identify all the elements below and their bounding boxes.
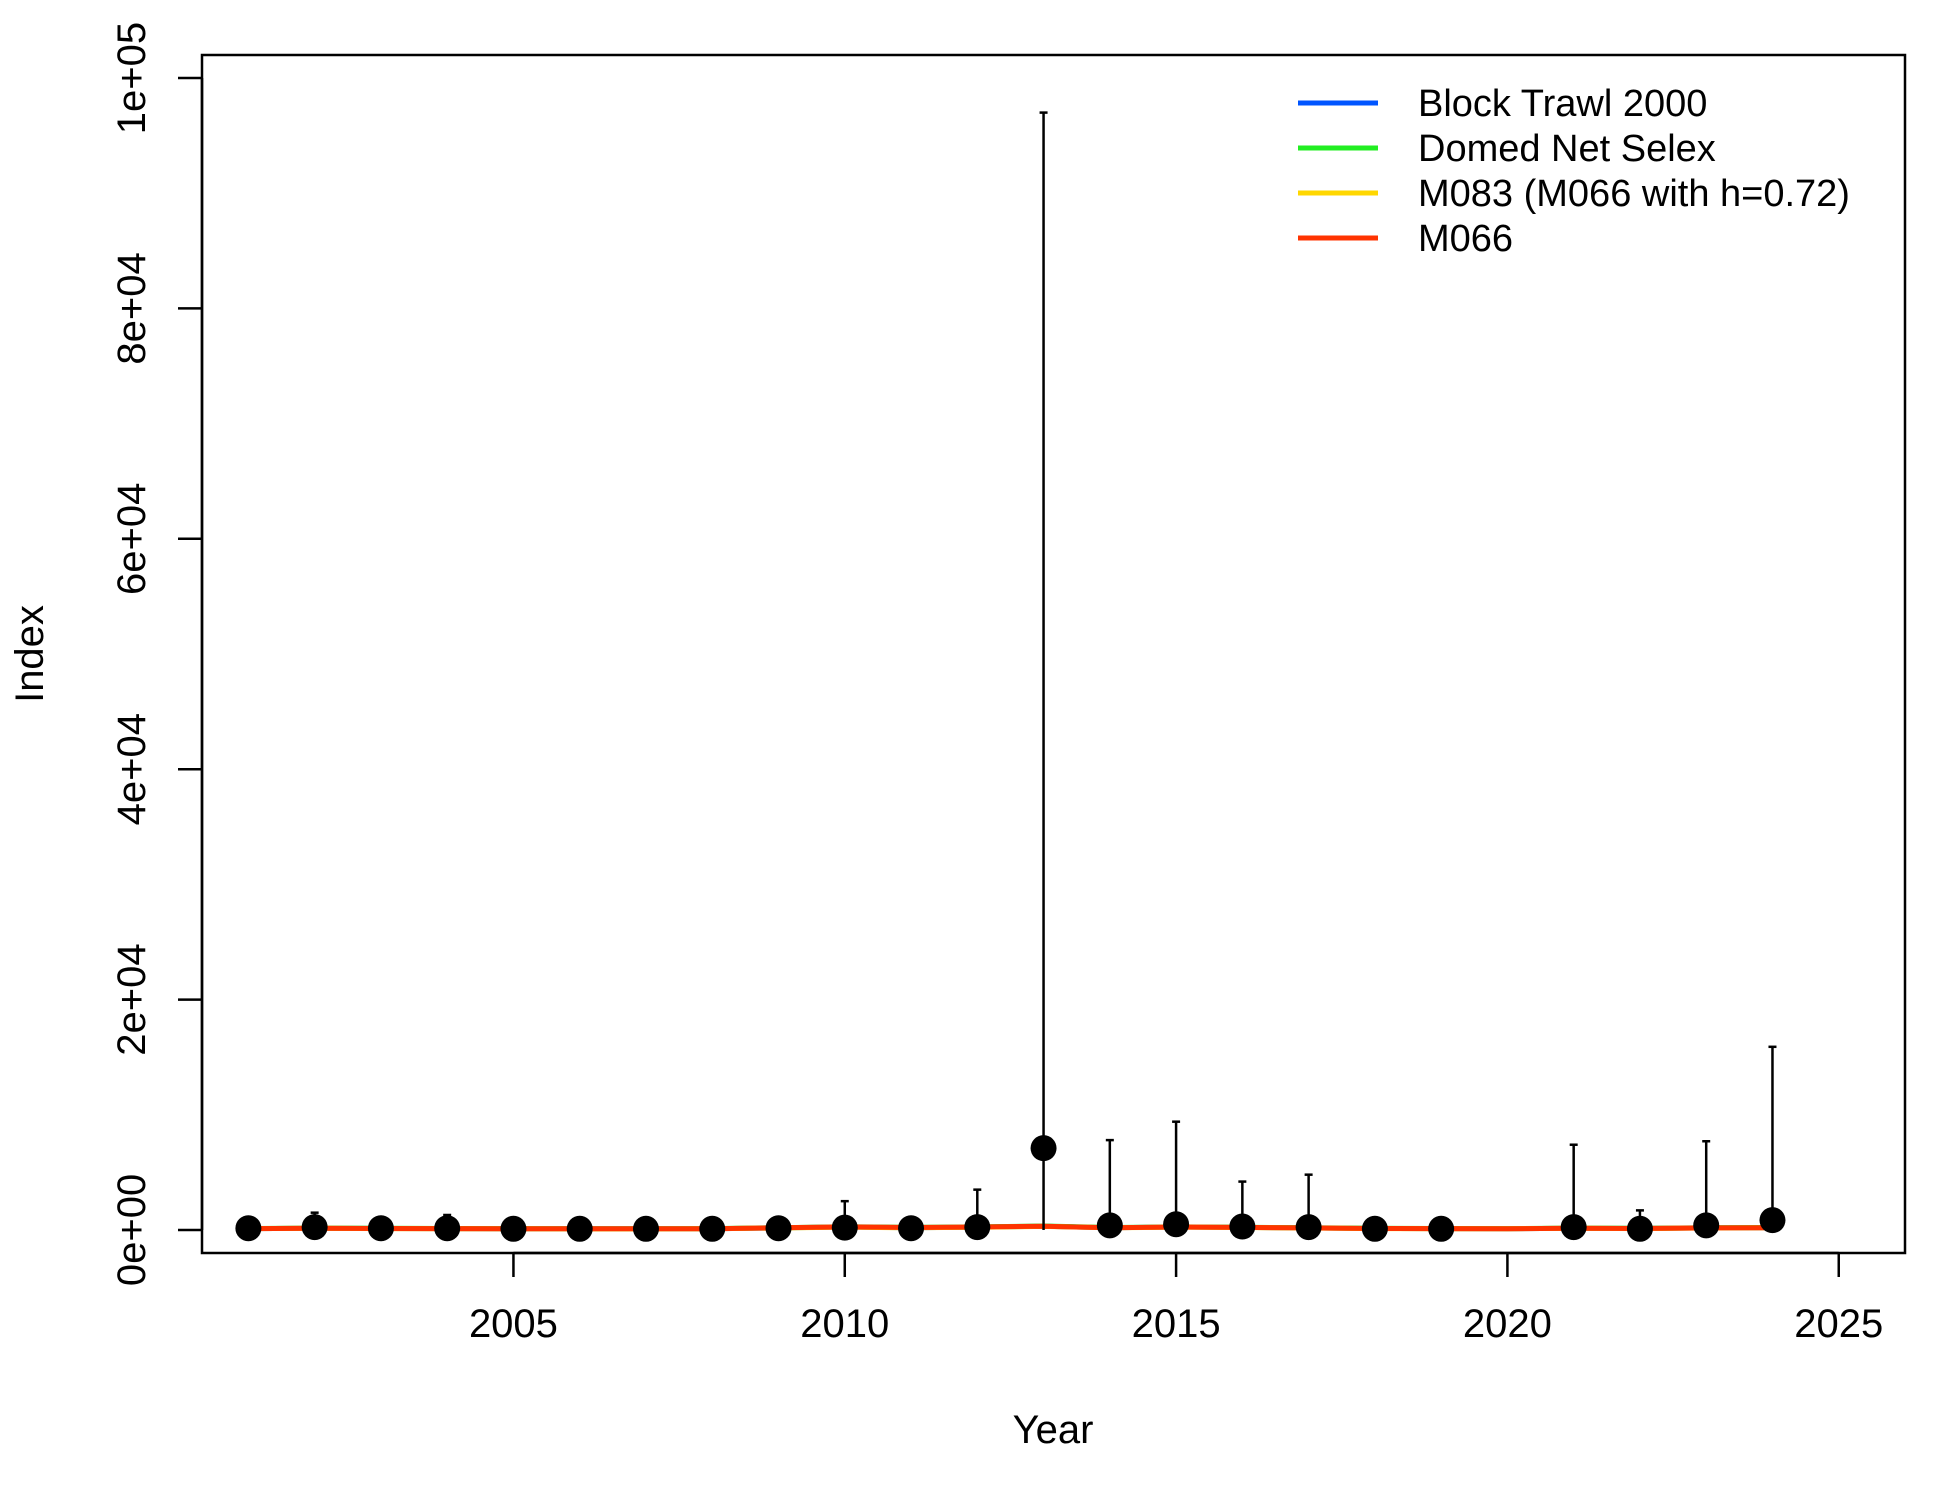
observed-point	[964, 1214, 991, 1241]
legend-label: Block Trawl 2000	[1418, 83, 1707, 125]
x-axis: 2005 2010 2015 2020 2025	[469, 1251, 1883, 1346]
observed-point	[1030, 1135, 1057, 1162]
observed-point	[566, 1215, 593, 1242]
y-tick-label: 0e+00	[110, 1174, 154, 1286]
y-tick-label: 8e+04	[110, 252, 154, 364]
series-layer	[248, 1223, 1773, 1232]
observed-point	[500, 1215, 527, 1242]
observed-point	[1626, 1215, 1653, 1242]
y-tick-label: 2e+04	[110, 943, 154, 1055]
observed-point	[1096, 1212, 1123, 1239]
observed-point	[1759, 1207, 1786, 1234]
observed-point	[1229, 1213, 1256, 1240]
observed-point	[235, 1215, 262, 1242]
observed-point	[632, 1215, 659, 1242]
observed-point	[1295, 1214, 1322, 1241]
legend-label: Domed Net Selex	[1418, 128, 1716, 170]
observed-points	[235, 1135, 1786, 1242]
x-tick-label: 2025	[1794, 1302, 1883, 1346]
observed-point	[898, 1215, 925, 1242]
error-bars	[244, 111, 1777, 1230]
observed-point	[831, 1214, 858, 1241]
x-tick-label: 2015	[1132, 1302, 1221, 1346]
observed-point	[1428, 1215, 1455, 1242]
y-tick-label: 4e+04	[110, 713, 154, 825]
observed-point	[434, 1215, 461, 1242]
observed-point	[1361, 1215, 1388, 1242]
y-axis-title: Index	[8, 605, 52, 703]
y-axis: 0e+00 2e+04 4e+04 6e+04 8e+04 1e+05	[110, 22, 204, 1286]
plot-frame	[200, 53, 1907, 1255]
observed-point	[1560, 1214, 1587, 1241]
x-tick-label: 2010	[800, 1302, 889, 1346]
x-tick-label: 2005	[469, 1302, 558, 1346]
observed-point	[301, 1214, 328, 1241]
observed-point	[1693, 1212, 1720, 1239]
legend-label: M066	[1418, 218, 1513, 260]
x-tick-label: 2020	[1463, 1302, 1552, 1346]
observed-point	[699, 1215, 726, 1242]
observed-point	[1163, 1211, 1190, 1238]
y-tick-label: 1e+05	[110, 22, 154, 134]
legend-label: M083 (M066 with h=0.72)	[1418, 173, 1850, 215]
observed-point	[367, 1215, 394, 1242]
series-line-4	[248, 1223, 1773, 1232]
observed-point	[765, 1215, 792, 1242]
x-axis-title: Year	[1013, 1408, 1094, 1452]
y-tick-label: 6e+04	[110, 483, 154, 595]
